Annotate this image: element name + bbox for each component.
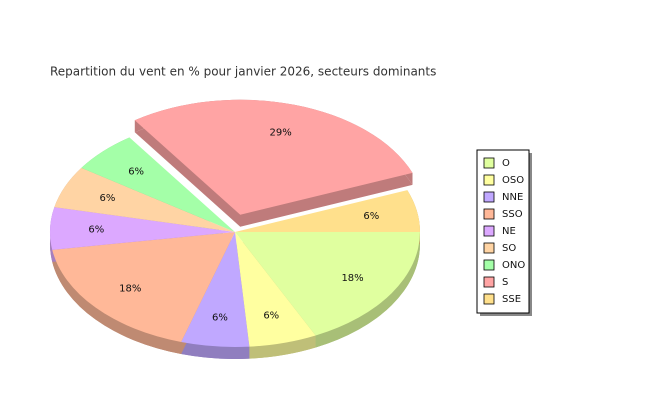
slice-wall xyxy=(249,335,316,359)
legend-label: OSO xyxy=(502,175,524,186)
legend-label: NNE xyxy=(502,192,523,203)
slice-wall xyxy=(52,249,182,355)
slice xyxy=(235,232,420,336)
slice-wall xyxy=(315,232,420,348)
legend-swatch xyxy=(483,174,495,186)
chart-title: Repartition du vent en % pour janvier 20… xyxy=(50,65,436,79)
legend: O OSO NNE SSO NE SO ONO S SSE xyxy=(476,149,532,316)
legend-swatch xyxy=(483,293,495,305)
legend-swatch xyxy=(483,225,495,237)
legend-label: NE xyxy=(502,226,516,237)
slice xyxy=(181,232,250,347)
slice xyxy=(50,207,236,250)
slice-label: 6% xyxy=(128,166,144,177)
slice xyxy=(235,232,316,347)
slice-label: 6% xyxy=(363,211,379,222)
slice-label: 6% xyxy=(100,193,116,204)
legend-swatch xyxy=(483,259,495,271)
slice xyxy=(235,190,420,232)
legend-swatch xyxy=(483,157,495,169)
legend-label: SO xyxy=(502,243,516,254)
legend-swatch xyxy=(483,242,495,254)
legend-label: ONO xyxy=(502,260,525,271)
pie-tops: 18% 6% 6% 18% 6% 6% 6% 29% 6% xyxy=(50,99,420,347)
slice xyxy=(81,137,235,232)
legend-label: SSE xyxy=(502,294,521,305)
legend-swatch xyxy=(483,276,495,288)
slice-wall xyxy=(181,342,250,359)
slice xyxy=(54,167,236,232)
slice-label: 18% xyxy=(341,273,363,284)
legend-label: S xyxy=(502,277,508,288)
slice-label: 6% xyxy=(88,224,104,235)
legend-swatch xyxy=(483,191,495,203)
slice-label: 18% xyxy=(119,284,141,295)
legend-label: SSO xyxy=(502,209,523,220)
slice-label: 6% xyxy=(263,310,279,321)
slice-label: 6% xyxy=(212,313,228,324)
legend-label: O xyxy=(502,158,510,169)
slice xyxy=(52,232,236,343)
slice-label: 29% xyxy=(270,127,292,138)
slice xyxy=(134,99,413,215)
legend-swatch xyxy=(483,208,495,220)
